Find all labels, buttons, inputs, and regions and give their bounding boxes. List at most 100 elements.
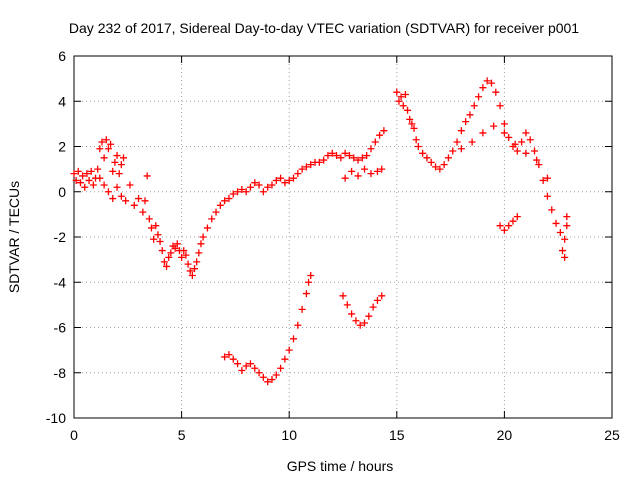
data-point xyxy=(380,127,388,135)
data-point xyxy=(559,247,567,255)
data-point xyxy=(556,228,564,236)
data-point xyxy=(94,165,102,173)
data-point xyxy=(320,156,328,164)
data-point xyxy=(365,312,373,320)
data-point xyxy=(436,165,444,173)
data-point xyxy=(500,226,508,234)
data-point xyxy=(315,158,323,166)
data-point xyxy=(81,183,89,191)
data-point xyxy=(246,360,254,368)
data-point xyxy=(408,120,416,128)
y-tick-label: 4 xyxy=(58,93,66,109)
data-point xyxy=(533,156,541,164)
data-point xyxy=(305,278,313,286)
x-tick-label: 15 xyxy=(389,427,405,443)
y-tick-label: 0 xyxy=(58,184,66,200)
data-point xyxy=(406,115,414,123)
data-point xyxy=(290,174,298,182)
data-point xyxy=(76,179,84,187)
data-point xyxy=(328,149,336,157)
gridlines xyxy=(74,56,612,418)
data-point xyxy=(513,147,521,155)
data-point xyxy=(186,267,194,275)
data-point xyxy=(178,253,186,261)
data-point xyxy=(354,156,362,164)
data-point xyxy=(109,195,117,203)
data-point xyxy=(89,181,97,189)
data-point xyxy=(264,183,272,191)
data-point xyxy=(85,176,93,184)
data-point xyxy=(96,174,104,182)
data-point xyxy=(539,176,547,184)
data-point xyxy=(147,224,155,232)
data-point xyxy=(401,90,409,98)
data-point xyxy=(376,131,384,139)
data-point xyxy=(337,154,345,162)
data-point xyxy=(221,197,229,205)
data-point xyxy=(154,231,162,239)
data-point xyxy=(195,249,203,257)
data-point xyxy=(479,84,487,92)
data-point xyxy=(548,206,556,214)
data-point xyxy=(167,249,175,257)
data-point xyxy=(130,201,138,209)
data-point xyxy=(74,167,82,175)
data-point xyxy=(509,217,517,225)
data-point xyxy=(341,149,349,157)
data-point xyxy=(171,244,179,252)
data-point xyxy=(535,161,543,169)
chart-title: Day 232 of 2017, Sidereal Day-to-day VTE… xyxy=(69,20,579,36)
data-point xyxy=(184,260,192,268)
data-point xyxy=(160,258,168,266)
data-point xyxy=(457,145,465,153)
data-point xyxy=(352,317,360,325)
data-point xyxy=(193,258,201,266)
data-point xyxy=(298,305,306,313)
data-point xyxy=(234,360,242,368)
data-point xyxy=(432,163,440,171)
y-axis-label: SDTVAR / TECUs xyxy=(6,181,22,293)
data-point xyxy=(475,93,483,101)
data-point xyxy=(264,378,272,386)
data-point xyxy=(251,179,259,187)
data-point xyxy=(412,136,420,144)
data-point xyxy=(72,176,80,184)
data-point xyxy=(122,197,130,205)
data-point xyxy=(339,292,347,300)
data-point xyxy=(145,215,153,223)
y-tick-label: 6 xyxy=(58,48,66,64)
data-point xyxy=(113,152,121,160)
data-point xyxy=(272,371,280,379)
data-point xyxy=(285,346,293,354)
x-tick-label: 10 xyxy=(281,427,297,443)
axis-ticks xyxy=(73,55,613,419)
data-point xyxy=(343,301,351,309)
data-point xyxy=(238,185,246,193)
data-point xyxy=(268,376,276,384)
data-point xyxy=(98,138,106,146)
data-point xyxy=(83,170,91,178)
data-point xyxy=(561,235,569,243)
data-point xyxy=(113,183,121,191)
data-point xyxy=(281,179,289,187)
data-point xyxy=(500,120,508,128)
data-point xyxy=(563,222,571,230)
data-point xyxy=(173,240,181,248)
x-tick-label: 0 xyxy=(70,427,78,443)
data-point xyxy=(333,152,341,160)
data-point xyxy=(356,321,364,329)
data-point xyxy=(397,93,405,101)
data-point xyxy=(453,138,461,146)
data-point xyxy=(505,133,513,141)
data-point xyxy=(277,174,285,182)
data-point xyxy=(104,145,112,153)
data-point xyxy=(117,161,125,169)
data-point xyxy=(543,192,551,200)
data-point xyxy=(490,122,498,130)
data-point xyxy=(410,124,418,132)
data-point xyxy=(449,147,457,155)
data-point xyxy=(440,161,448,169)
data-point xyxy=(229,355,237,363)
data-point xyxy=(221,353,229,361)
data-point xyxy=(371,138,379,146)
